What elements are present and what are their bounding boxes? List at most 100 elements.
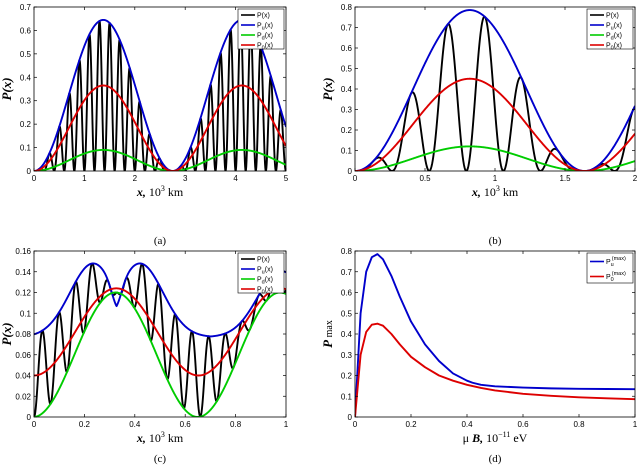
- legend-box: [586, 252, 634, 284]
- x-tick-label: 1: [633, 420, 638, 429]
- x-tick-label: 1: [82, 174, 87, 183]
- panel-caption: (d): [489, 453, 502, 465]
- y-tick-label: 0.3: [341, 351, 353, 360]
- panel-b: 0 0.5 1 1.5 2 0 0.1 0.2 0.3 0.4 0.5 0.6 0.7 0.8 x, 103…: [320, 3, 638, 247]
- panel-c: 0 0.2 0.4 0.6 0.8 1 0 0.02 0.04 0.06 0.08 0.1 0.12 0.…: [0, 247, 289, 465]
- y-tick-label: 0.1: [341, 147, 353, 156]
- y-tick-label: 0.12: [15, 289, 31, 298]
- y-tick-label: 0: [348, 413, 353, 422]
- x-axis-label: x, 103 km: [471, 184, 519, 199]
- series-line-pdx: [34, 148, 286, 171]
- axes-box: [33, 6, 287, 172]
- x-tick-label: 0.2: [79, 420, 91, 429]
- y-tick-label: 0.3: [341, 106, 353, 115]
- y-tick-label: 0.6: [20, 26, 32, 35]
- x-tick-label: 2: [133, 174, 138, 183]
- y-tick-label: 0.8: [341, 3, 353, 12]
- x-axis-label: x, 103 km: [136, 430, 184, 445]
- y-tick-label: 0.3: [20, 97, 32, 106]
- y-tick-label: 0.5: [341, 65, 353, 74]
- y-tick-label: 0.2: [341, 126, 353, 135]
- series-line-pdx: [34, 291, 286, 417]
- series-line-p0max: [355, 322, 635, 417]
- x-tick-label: 1: [493, 174, 498, 183]
- y-axis-label: P(x): [320, 77, 335, 100]
- legend-label: P(x): [606, 13, 619, 20]
- legend-label: Pu(max): [606, 256, 626, 268]
- series-line-pdx: [355, 145, 635, 171]
- x-tick-label: 1.5: [559, 174, 571, 183]
- legend-label: Pd(x): [606, 33, 622, 42]
- y-tick-label: 0.7: [341, 24, 353, 33]
- legend-label: Pd(x): [257, 277, 273, 286]
- y-axis-label: P(x): [0, 77, 14, 100]
- y-tick-label: 0.4: [341, 330, 353, 339]
- series-line-p0x: [34, 287, 286, 377]
- y-tick-label: 0.06: [15, 351, 31, 360]
- y-tick-label: 0.2: [20, 120, 32, 129]
- panel-caption: (a): [154, 235, 167, 247]
- y-axis-label: P max: [320, 320, 335, 348]
- legend-label: P0(x): [257, 43, 273, 52]
- x-tick-label: 3: [183, 174, 188, 183]
- x-tick-label: 2: [633, 174, 638, 183]
- y-tick-label: 0.1: [341, 392, 353, 401]
- y-tick-label: 0.14: [15, 268, 31, 277]
- x-tick-label: 0: [32, 174, 37, 183]
- x-tick-label: 5: [284, 174, 289, 183]
- series-group: [355, 253, 635, 417]
- legend-label: P0(x): [606, 43, 622, 52]
- x-tick-label: 0: [32, 420, 37, 429]
- x-tick-label: 0.6: [180, 420, 192, 429]
- x-tick-label: 0.5: [419, 174, 431, 183]
- y-tick-label: 0.6: [341, 44, 353, 53]
- panel-caption: (b): [489, 235, 502, 247]
- y-tick-label: 0.5: [20, 50, 32, 59]
- x-tick-label: 0.4: [129, 420, 141, 429]
- y-tick-label: 0.7: [341, 268, 353, 277]
- legend-label: P(x): [257, 257, 270, 264]
- y-tick-label: 0.1: [20, 309, 32, 318]
- y-axis-label: P(x): [0, 322, 14, 345]
- x-tick-label: 0: [353, 420, 358, 429]
- y-tick-label: 0: [348, 167, 353, 176]
- panel-caption: (c): [154, 453, 167, 465]
- y-tick-label: 0.04: [15, 372, 31, 381]
- x-tick-label: 0.6: [517, 420, 529, 429]
- x-tick-label: 0: [353, 174, 358, 183]
- series-line-p0x: [34, 84, 286, 171]
- legend-label: Pu(x): [257, 267, 273, 276]
- legend: P(x) Pu(x)Pd(x)P0(x): [237, 8, 285, 52]
- x-tick-label: 0.8: [573, 420, 585, 429]
- x-axis-label: μ B, 10−11 eV: [463, 430, 528, 445]
- legend-label: P0(max): [606, 271, 626, 283]
- x-tick-label: 0.8: [230, 420, 242, 429]
- y-tick-label: 0.1: [20, 144, 32, 153]
- x-axis-label: x, 103 km: [136, 184, 184, 199]
- y-tick-label: 0.8: [341, 247, 353, 256]
- y-tick-label: 0.4: [20, 73, 32, 82]
- x-tick-label: 0.4: [461, 420, 473, 429]
- y-tick-label: 0.5: [341, 309, 353, 318]
- y-tick-label: 0.16: [15, 247, 31, 256]
- legend-label: Pu(x): [606, 23, 622, 32]
- y-tick-label: 0.4: [341, 85, 353, 94]
- y-tick-label: 0.02: [15, 392, 31, 401]
- y-tick-label: 0.7: [20, 3, 32, 12]
- panel-d: 0 0.2 0.4 0.6 0.8 1 0 0.1 0.2 0.3 0.4 0.5 0.6 0.7 0.8 μ…: [320, 247, 638, 465]
- series-line-pux: [34, 262, 286, 338]
- series-line-pumax: [355, 253, 635, 417]
- legend: P(x) Pu(x)Pd(x)P0(x): [237, 252, 285, 296]
- x-tick-label: 0.2: [405, 420, 417, 429]
- x-tick-label: 1: [284, 420, 289, 429]
- legend: P(x) Pu(x)Pd(x)P0(x): [586, 8, 634, 52]
- y-tick-label: 0.08: [15, 330, 31, 339]
- legend-label: Pd(x): [257, 33, 273, 42]
- y-tick-label: 0.2: [341, 372, 353, 381]
- y-tick-label: 0: [27, 167, 32, 176]
- legend-label: Pu(x): [257, 23, 273, 32]
- legend: Pu(max) P0(max): [586, 252, 634, 284]
- legend-label: P0(x): [257, 287, 273, 296]
- panel-a: 0 1 2 3 4 5 0 0.1 0.2 0.3 0.4 0.5 0.6 0.7 x, 103 km P(x…: [0, 3, 289, 247]
